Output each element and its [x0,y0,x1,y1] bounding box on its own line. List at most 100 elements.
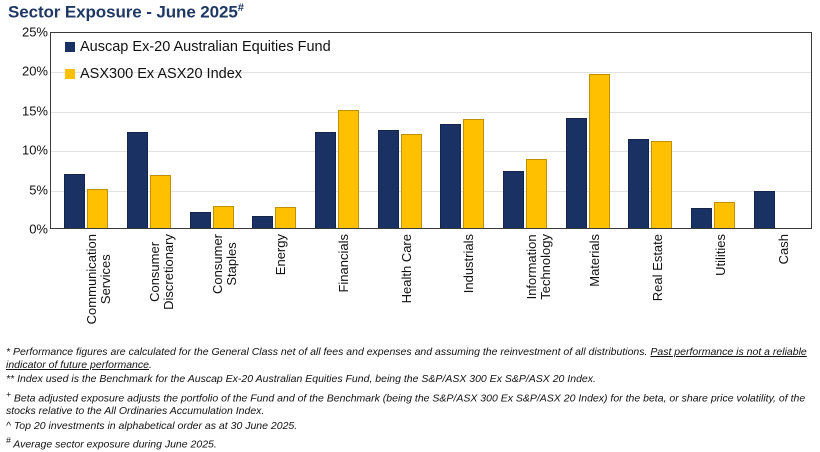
page-title-superscript: # [237,2,244,14]
page-title: Sector Exposure - June 2025# [8,2,244,23]
bar-group [744,33,807,228]
x-axis-tick: Utilities [682,232,745,340]
bar-index [275,206,297,228]
x-axis-tick-label-line: Technology [538,234,554,300]
bar-index [588,74,610,228]
y-axis-tick-label: 0% [29,221,48,237]
legend-swatch-icon [65,42,75,52]
y-axis-tick-label: 15% [21,103,48,119]
x-axis-tick-label: Health Care [398,234,414,304]
x-axis-tick: Real Estate [619,232,682,340]
bar-fund [127,131,148,228]
footnote-text: Beta adjusted exposure adjusts the portf… [6,392,806,418]
gridline [51,190,811,192]
legend-item[interactable]: ASX300 Ex ASX20 Index [65,66,331,82]
bar-group [118,33,181,228]
y-axis-tick-label: 5% [29,182,48,198]
bar-index [212,205,234,228]
bar-index [150,175,171,228]
footnote-text: Index used is the Benchmark for the Ausc… [17,373,596,386]
x-axis-tick-label-line: Cash [775,234,791,265]
x-axis-tick-label: Consumer Staples [210,234,240,294]
x-axis-tick: Consumer Staples [180,232,243,340]
bar-fund [440,123,462,228]
bar-index [338,109,360,228]
x-axis-tick-label: Industrials [461,234,476,293]
bar-group [682,33,745,228]
bar-group [431,33,494,228]
y-axis-tick-label: 10% [21,142,48,158]
x-axis-tick-label: Utilities [713,234,728,276]
footnote-marker: ** [6,373,15,386]
bar-group [368,33,431,228]
footnote-text: Average sector exposure during June 2025… [13,438,217,451]
bars-container [51,33,811,228]
chart-legend: Auscap Ex-20 Australian Equities Fund ASX… [65,39,331,93]
x-axis-tick-label: Materials [587,234,603,287]
x-axis-tick-label-line: Discretionary [161,234,177,310]
bar-index [714,202,736,228]
x-axis-tick-label-line: Energy [272,234,288,276]
x-axis-tick-label: Financials [335,234,351,293]
x-axis-tick: Consumer Discretionary [117,232,180,340]
legend-swatch-icon [65,69,75,79]
bar-group [494,33,557,228]
footnote-text: Performance figures are calculated for t… [13,346,651,358]
bar-group [243,33,306,228]
legend-item-label: Auscap Ex-20 Australian Equities Fund [80,39,331,55]
bar-index [463,119,485,228]
x-axis-tick-label-line: Services [98,254,114,305]
footnote-marker: # [6,434,11,445]
bar-fund [628,138,650,228]
bar-fund [565,117,587,228]
legend-item[interactable]: Auscap Ex-20 Australian Equities Fund [65,39,331,55]
x-axis-tick-label: Communication Services [84,234,114,324]
footnotes-block: * Performance figures are calculated for… [6,346,816,452]
gridline [51,151,811,153]
x-axis-tick: Information Technology [494,232,557,340]
footnote: * Performance figures are calculated for… [6,346,816,372]
bar-group [556,33,619,228]
x-axis-tick-label-line: Materials [587,234,603,287]
x-axis-tick-label-line: Financials [335,234,351,293]
x-axis-tick-label: Consumer Discretionary [147,234,177,310]
bar-fund [189,212,211,228]
x-axis: Communication Services Consumer Discretiona… [50,232,812,340]
bar-fund [753,190,775,228]
y-axis: 25% 20% 15% 10% 5% 0% [0,24,48,237]
bar-group [619,33,682,228]
legend-item-label: ASX300 Ex ASX20 Index [80,66,243,82]
footnote-text: Top 20 investments in alphabetical order… [13,419,298,432]
x-axis-tick: Industrials [431,232,494,340]
y-axis-tick-label: 25% [21,24,48,40]
x-axis-tick-label-line: Health Care [398,234,414,304]
footnote-text: . [149,359,152,372]
x-axis-tick: Communication Services [54,232,117,340]
footnote-marker: * [6,346,11,358]
bar-index [526,159,548,228]
footnote: ^ Top 20 investments in alphabetical ord… [6,420,816,433]
y-axis-tick-label: 20% [21,63,48,79]
bar-fund [377,129,399,228]
x-axis-tick-label: Cash [775,234,791,265]
bar-group [55,33,118,228]
bar-group [180,33,243,228]
bar-fund [315,131,337,228]
bar-index [651,141,673,228]
x-axis-tick-label: Information Technology [524,234,554,300]
page-title-text: Sector Exposure - June 2025 [8,2,238,22]
x-axis-tick-label-line: Consumer [210,234,226,294]
x-axis-tick: Cash [745,232,808,340]
bar-group [306,33,369,228]
x-axis-tick-label-line: Staples [224,242,240,286]
x-axis-tick-label: Real Estate [650,234,665,301]
gridline [51,72,811,74]
footnote: + Beta adjusted exposure adjusts the por… [6,388,816,419]
bar-index [400,134,422,228]
bar-fund [252,216,274,228]
footnote: ** Index used is the Benchmark for the A… [6,373,816,386]
x-axis-tick: Financials [305,232,368,340]
bar-index [87,189,109,228]
x-axis-tick-label: Energy [272,234,288,276]
